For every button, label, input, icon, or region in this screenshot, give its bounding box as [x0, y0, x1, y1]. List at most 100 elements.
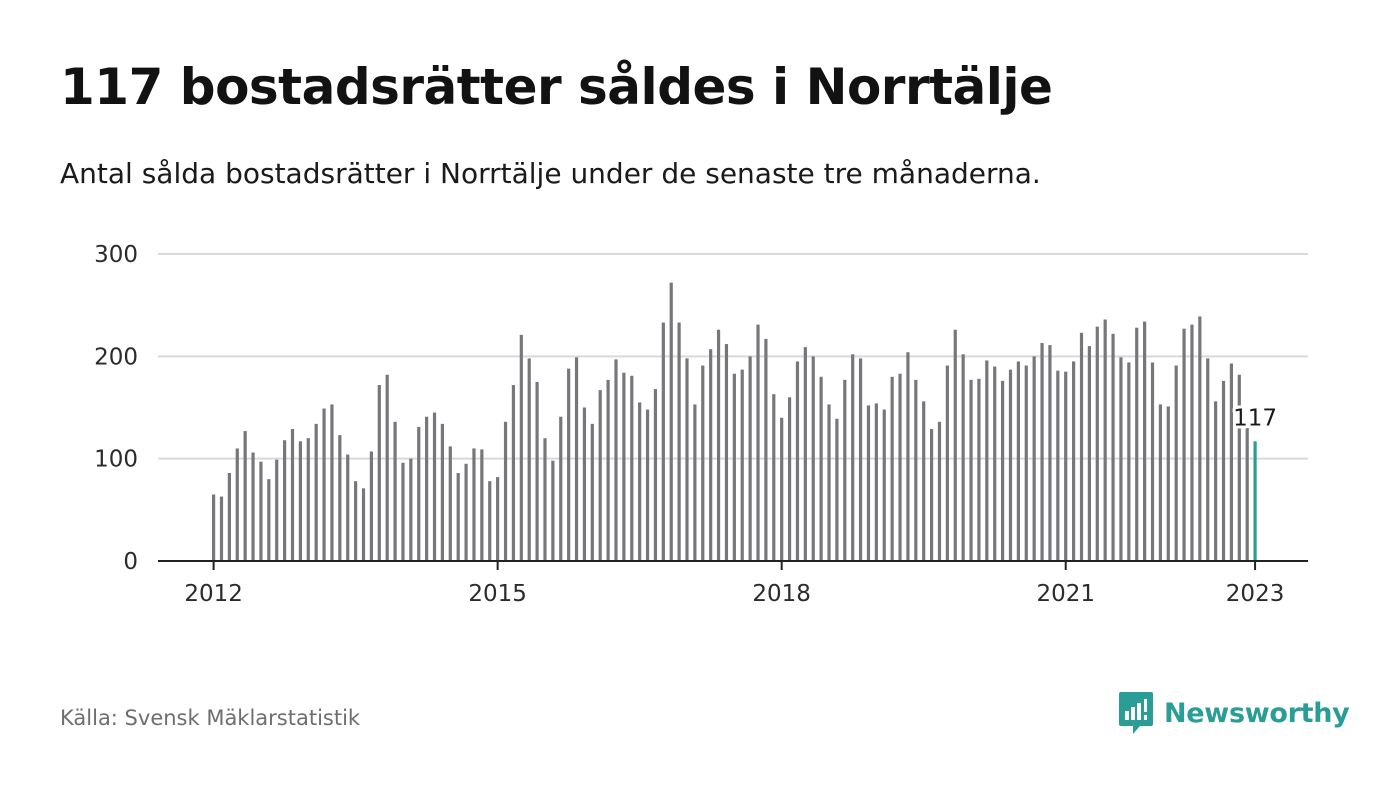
- bar: [283, 440, 287, 561]
- bar: [1182, 328, 1186, 561]
- bar: [985, 360, 989, 561]
- bar: [756, 324, 760, 561]
- bar: [606, 379, 610, 561]
- bar: [819, 376, 823, 561]
- bar: [780, 417, 784, 561]
- bar: [346, 454, 350, 561]
- bar: [1111, 333, 1115, 561]
- x-tick-label: 2021: [1036, 581, 1095, 607]
- bar: [866, 405, 871, 561]
- bar: [496, 477, 500, 561]
- bar: [614, 359, 618, 561]
- bar: [716, 329, 721, 561]
- bar: [219, 496, 224, 561]
- bar: [227, 472, 231, 561]
- bar: [519, 334, 523, 561]
- bar: [1245, 427, 1249, 561]
- bar: [764, 338, 768, 561]
- bar: [1119, 357, 1123, 561]
- bar: [598, 390, 602, 561]
- source-note: Källa: Svensk Mäklarstatistik: [60, 706, 361, 730]
- bar: [709, 349, 713, 561]
- y-tick-label: 300: [94, 242, 138, 268]
- bar: [1237, 374, 1241, 561]
- bar: [503, 421, 508, 561]
- bar: [527, 358, 531, 561]
- bar: [622, 372, 626, 561]
- bar: [212, 494, 216, 561]
- annotations: 117: [1230, 402, 1280, 434]
- bar: [993, 366, 997, 561]
- y-tick-label: 0: [123, 549, 138, 575]
- bar: [1079, 332, 1084, 561]
- chart-subtitle: Antal sålda bostadsrätter i Norrtälje un…: [60, 157, 1041, 190]
- bar: [1229, 363, 1234, 561]
- bar: [685, 358, 689, 561]
- bar-chart-speech-bubble-icon: [1119, 692, 1153, 734]
- bar: [732, 373, 736, 561]
- bar: [1158, 404, 1162, 561]
- bar: [661, 322, 665, 561]
- bar: [906, 352, 910, 561]
- bar: [275, 459, 279, 561]
- bar: [464, 463, 468, 561]
- x-tick-label: 2023: [1226, 581, 1285, 607]
- bar: [385, 374, 389, 561]
- bar: [1016, 361, 1020, 561]
- last-value-label: 117: [1233, 405, 1277, 431]
- y-axis-labels: 0 100 200 300: [94, 242, 138, 575]
- bar: [425, 416, 429, 561]
- bar: [898, 373, 902, 561]
- bar: [693, 404, 697, 561]
- bar: [377, 384, 381, 561]
- bar: [306, 438, 310, 561]
- x-axis: [158, 560, 1308, 570]
- bar: [937, 421, 942, 561]
- x-axis-labels: 2012 2015 2018 2021 2023: [184, 581, 1284, 607]
- bar: [953, 329, 957, 561]
- bar: [488, 481, 492, 561]
- bar: [1048, 345, 1052, 561]
- bar: [969, 379, 973, 561]
- bar: [1032, 356, 1036, 561]
- bar: [267, 479, 271, 561]
- bar: [874, 403, 878, 561]
- bar: [417, 426, 421, 561]
- bar: [582, 407, 587, 561]
- bar: [653, 389, 658, 561]
- bar: [354, 481, 358, 561]
- bar: [638, 402, 642, 561]
- bar: [235, 448, 239, 561]
- bar: [1214, 401, 1218, 561]
- bar: [409, 458, 413, 561]
- bar: [827, 404, 831, 561]
- bar: [456, 472, 460, 561]
- bar: [1150, 362, 1155, 561]
- chart-title: 117 bostadsrätter såldes i Norrtälje: [60, 58, 1053, 116]
- bar: [543, 438, 547, 561]
- bar: [1166, 406, 1170, 561]
- bar: [1095, 326, 1099, 561]
- bar: [259, 461, 263, 561]
- bar: [882, 409, 886, 561]
- x-tick-label: 2012: [184, 581, 243, 607]
- bar: [724, 344, 729, 561]
- bar: [1127, 362, 1131, 561]
- bar: [1190, 324, 1194, 561]
- bar: [914, 379, 918, 561]
- bar: [1087, 346, 1091, 561]
- bar: [401, 462, 405, 561]
- bar: [472, 448, 476, 561]
- bars: [212, 282, 1257, 561]
- bar: [511, 384, 516, 561]
- bar: [630, 375, 634, 561]
- bar: [361, 488, 366, 561]
- bar: [1198, 316, 1202, 561]
- bar: [843, 379, 847, 561]
- bar: [772, 394, 776, 561]
- y-tick-label: 100: [94, 447, 138, 473]
- bar: [322, 408, 326, 561]
- bar: [748, 356, 752, 561]
- y-tick-label: 200: [94, 344, 138, 370]
